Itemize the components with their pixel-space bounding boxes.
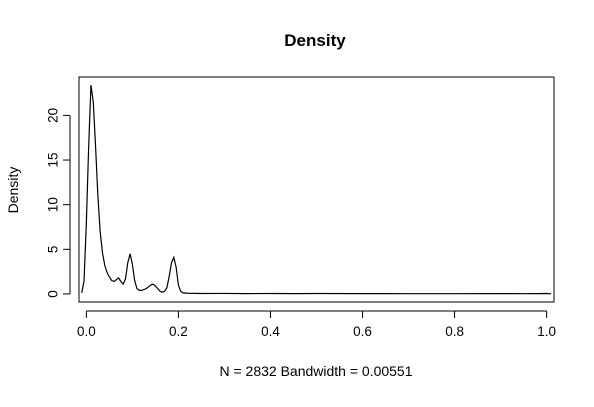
plot-frame [78, 76, 555, 303]
x-tick-label: 0.2 [169, 324, 188, 339]
x-tick-label: 0.6 [353, 324, 372, 339]
density-curve [81, 84, 552, 295]
x-axis-label: N = 2832 Bandwidth = 0.00551 [219, 363, 412, 379]
x-tick-label: 0.0 [77, 324, 96, 339]
x-tick-label: 1.0 [537, 324, 556, 339]
y-axis: 0 5 10 15 20 [46, 108, 71, 298]
y-tick-label: 15 [46, 153, 61, 168]
x-tick-label: 0.8 [445, 324, 464, 339]
y-tick-label: 10 [46, 197, 61, 212]
y-tick-label: 20 [46, 108, 61, 123]
y-tick-label: 5 [46, 246, 61, 254]
x-tick-label: 0.4 [261, 324, 280, 339]
y-axis-label: Density [5, 167, 21, 214]
x-axis: 0.0 0.2 0.4 0.6 0.8 1.0 [77, 310, 556, 339]
y-tick-label: 0 [46, 290, 61, 298]
chart-title: Density [284, 31, 346, 50]
